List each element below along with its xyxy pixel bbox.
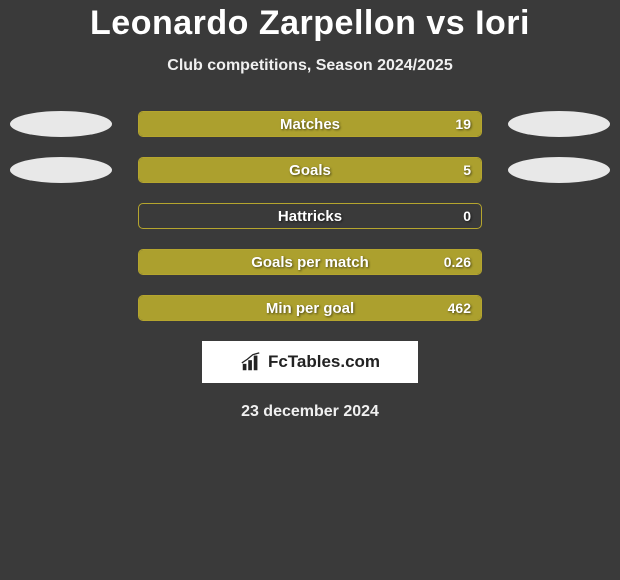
stat-bar: Matches19 [138,111,482,137]
stats-area: Matches19 Goals5 Hattricks0 Goals per match… [0,111,620,321]
date-text: 23 december 2024 [0,403,620,421]
player-badge-left [10,157,112,183]
stat-bar: Min per goal462 [138,295,482,321]
stat-row: Matches19 [0,111,620,137]
stat-row: Goals5 [0,157,620,183]
stat-row: Hattricks0 [0,203,620,229]
stat-value: 19 [455,112,471,136]
subtitle: Club competitions, Season 2024/2025 [0,57,620,75]
brand-box[interactable]: FcTables.com [202,341,418,383]
page-title: Leonardo Zarpellon vs Iori [0,4,620,43]
player-badge-right [508,157,610,183]
bar-chart-icon [240,351,262,373]
brand-text: FcTables.com [268,352,380,372]
player-badge-right [508,111,610,137]
stat-row: Goals per match0.26 [0,249,620,275]
stat-label: Matches [139,112,481,136]
stat-bar: Goals per match0.26 [138,249,482,275]
stat-label: Goals [139,158,481,182]
stat-bar: Hattricks0 [138,203,482,229]
stat-row: Min per goal462 [0,295,620,321]
player-badge-left [10,111,112,137]
stat-value: 0 [463,204,471,228]
comparison-card: Leonardo Zarpellon vs Iori Club competit… [0,0,620,421]
stat-bar: Goals5 [138,157,482,183]
stat-value: 5 [463,158,471,182]
stat-label: Min per goal [139,296,481,320]
stat-label: Goals per match [139,250,481,274]
stat-value: 0.26 [444,250,471,274]
stat-value: 462 [448,296,471,320]
stat-label: Hattricks [139,204,481,228]
